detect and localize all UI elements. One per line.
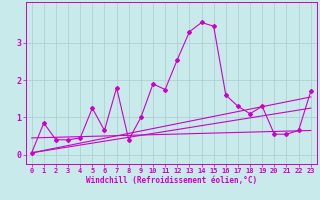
X-axis label: Windchill (Refroidissement éolien,°C): Windchill (Refroidissement éolien,°C) — [86, 176, 257, 185]
